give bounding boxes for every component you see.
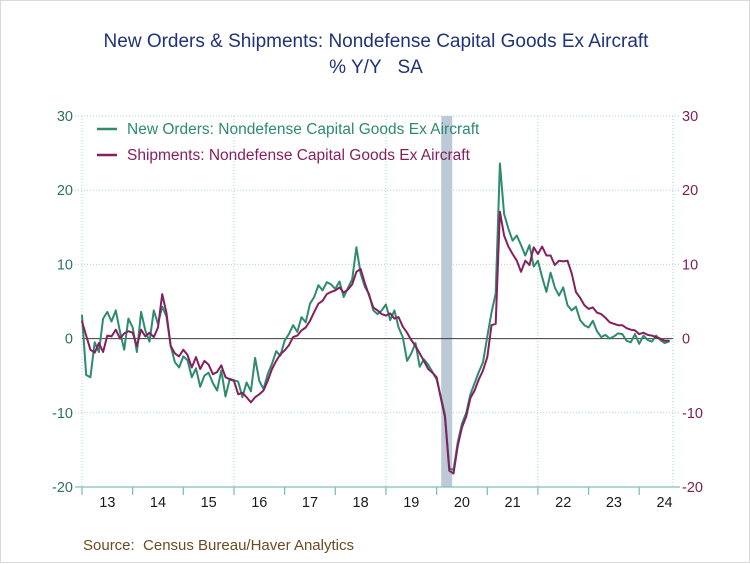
y-tick-label-left: 0	[65, 332, 73, 348]
x-tick-label: 21	[505, 495, 521, 511]
y-tick-label-right: -10	[682, 406, 703, 422]
x-tick-label: 23	[606, 495, 622, 511]
gridline-layer	[75, 115, 680, 487]
chart-title-line1: New Orders & Shipments: Nondefense Capit…	[104, 31, 650, 52]
x-tick-label: 24	[656, 495, 672, 511]
legend-label-new-orders: New Orders: Nondefense Capital Goods Ex …	[127, 121, 480, 138]
series-line-new-orders	[81, 162, 670, 471]
axes-layer	[75, 116, 680, 495]
y-tick-label-left: 20	[57, 183, 73, 199]
legend: New Orders: Nondefense Capital Goods Ex …	[97, 121, 480, 164]
x-tick-label: 20	[454, 495, 470, 511]
y-tick-label-right: 20	[682, 183, 698, 199]
tick-label-layer: 30 30 20 20 10 10 0 0 -10 -10 -20 -20 13 14 15 16 17 18 19…	[52, 109, 703, 511]
source-note: Source: Census Bureau/Haver Analytics	[83, 537, 354, 554]
y-tick-label-right: 0	[682, 332, 690, 348]
y-tick-label-left: 10	[57, 257, 73, 273]
series-line-shipments	[81, 210, 670, 475]
x-tick-label: 17	[302, 495, 318, 511]
recession-band-layer	[441, 116, 453, 487]
y-tick-label-right: 10	[682, 257, 698, 273]
x-tick-label: 16	[251, 495, 267, 511]
x-tick-label: 18	[353, 495, 369, 511]
x-tick-label: 14	[150, 495, 166, 511]
chart-title-line2: % Y/Y SA	[329, 57, 423, 78]
x-tick-label: 13	[99, 495, 115, 511]
y-tick-label-left: 30	[57, 109, 73, 125]
y-tick-label-left: -20	[52, 480, 73, 496]
y-tick-label-left: -10	[52, 406, 73, 422]
series-layer	[81, 162, 670, 475]
y-tick-label-right: 30	[682, 109, 698, 125]
legend-label-shipments: Shipments: Nondefense Capital Goods Ex A…	[127, 147, 471, 164]
recession-band	[441, 116, 453, 487]
y-tick-label-right: -20	[682, 480, 703, 496]
x-tick-label: 22	[555, 495, 571, 511]
x-tick-label: 15	[201, 495, 217, 511]
x-tick-label: 19	[403, 495, 419, 511]
